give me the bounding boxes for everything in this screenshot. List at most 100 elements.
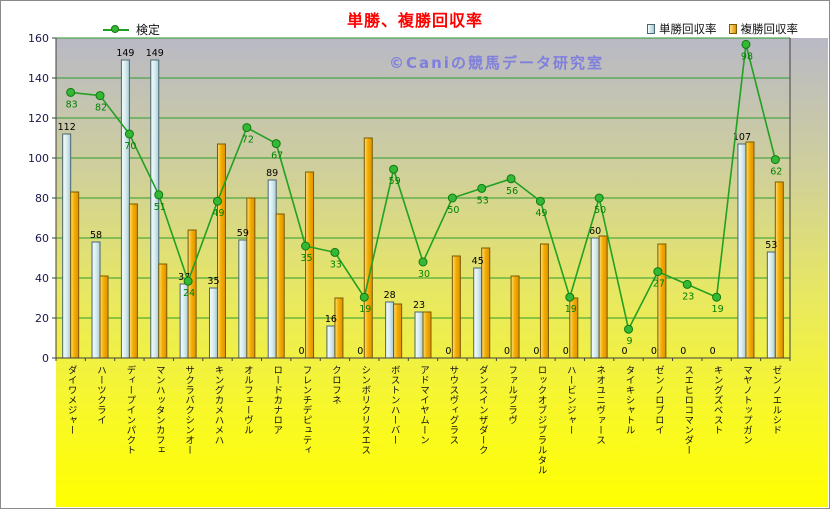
y-axis-tick-label: 0 <box>42 352 49 365</box>
kentei-marker <box>506 174 516 184</box>
y-axis-tick-label: 100 <box>28 152 49 165</box>
kentei-marker <box>124 129 134 139</box>
fukusho-bar <box>657 243 667 359</box>
kentei-marker <box>389 164 399 174</box>
kentei-marker <box>154 190 164 200</box>
y-axis-tick-label: 60 <box>35 232 49 245</box>
tansho-bar <box>473 267 483 359</box>
tansho-value-label: 53 <box>765 240 777 251</box>
kentei-marker <box>359 292 369 302</box>
kentei-value-label: 83 <box>66 99 78 110</box>
tansho-value-label: 37 <box>178 272 190 283</box>
kentei-value-label: 59 <box>389 176 401 187</box>
kentei-value-label: 19 <box>359 304 371 315</box>
kentei-marker <box>712 292 722 302</box>
chart-title: 単勝、複勝回収率 <box>346 11 483 30</box>
fukusho-bar <box>216 143 226 359</box>
legend-tansho: 単勝回収率 <box>647 21 717 37</box>
kentei-marker <box>330 247 340 257</box>
kentei-marker <box>271 139 281 149</box>
kentei-value-label: 72 <box>242 135 254 146</box>
kentei-value-label: 23 <box>682 291 694 302</box>
kentei-marker <box>477 183 487 193</box>
tansho-bar <box>267 179 277 359</box>
tansho-value-label: 0 <box>357 346 363 357</box>
kentei-marker <box>242 123 252 133</box>
tansho-value-label: 45 <box>472 256 484 267</box>
kentei-marker <box>594 193 604 203</box>
kentei-value-label: 27 <box>653 279 665 290</box>
kentei-marker <box>447 193 457 203</box>
y-axis-tick-label: 140 <box>28 72 49 85</box>
tansho-bar <box>766 251 776 359</box>
fukusho-bar <box>598 235 608 359</box>
y-axis-tick-label: 120 <box>28 112 49 125</box>
tansho-value-label: 89 <box>266 168 278 179</box>
kentei-value-label: 19 <box>712 304 724 315</box>
y-axis-tick-label: 160 <box>28 32 49 45</box>
fukusho-bar <box>334 297 344 359</box>
kentei-value-label: 30 <box>418 269 430 280</box>
kentei-value-label: 49 <box>212 208 224 219</box>
legend-kentei: 検定 <box>103 21 160 38</box>
tansho-bar <box>238 239 248 359</box>
fukusho-bar <box>422 311 432 359</box>
tansho-value-label: 60 <box>589 226 601 237</box>
fukusho-bar <box>774 181 784 359</box>
fukusho-bar <box>275 213 285 359</box>
y-axis-tick-label: 40 <box>35 272 49 285</box>
fukusho-swatch-icon <box>728 24 737 34</box>
kentei-marker <box>624 324 634 334</box>
kentei-value-label: 56 <box>506 186 518 197</box>
kentei-marker <box>212 196 222 206</box>
tansho-value-label: 16 <box>325 314 337 325</box>
kentei-value-label: 50 <box>594 205 606 216</box>
kentei-value-label: 98 <box>741 51 753 62</box>
tansho-value-label: 0 <box>710 346 716 357</box>
kentei-marker <box>66 87 76 97</box>
tansho-bar <box>326 325 336 359</box>
kentei-value-label: 24 <box>183 288 195 299</box>
kentei-marker <box>741 39 751 49</box>
tansho-value-label: 107 <box>733 132 751 143</box>
kentei-value-label: 51 <box>154 202 166 213</box>
kentei-value-label: 62 <box>770 167 782 178</box>
fukusho-bar <box>70 191 80 359</box>
kentei-value-label: 53 <box>477 195 489 206</box>
fukusho-bar <box>305 171 315 359</box>
tansho-bar <box>385 301 395 359</box>
kentei-value-label: 35 <box>301 253 313 264</box>
tansho-value-label: 0 <box>680 346 686 357</box>
kentei-marker <box>418 257 428 267</box>
tansho-swatch-icon <box>647 24 655 34</box>
tansho-bar <box>62 133 72 359</box>
fukusho-bar <box>539 243 549 359</box>
legend-fukusho: 複勝回収率 <box>728 21 799 37</box>
kentei-value-label: 19 <box>565 304 577 315</box>
tansho-bar <box>208 287 218 359</box>
kentei-marker <box>565 292 575 302</box>
fukusho-bar <box>510 275 520 359</box>
y-axis-tick-label: 80 <box>35 192 49 205</box>
tansho-value-label: 0 <box>504 346 510 357</box>
tansho-value-label: 149 <box>116 48 134 59</box>
tansho-value-label: 0 <box>563 346 569 357</box>
kentei-value-label: 49 <box>535 208 547 219</box>
kentei-marker <box>95 91 105 101</box>
kentei-value-label: 82 <box>95 103 107 114</box>
tansho-value-label: 0 <box>299 346 305 357</box>
legend-kentei-label: 検定 <box>136 23 161 37</box>
tansho-value-label: 112 <box>58 122 76 133</box>
tansho-value-label: 28 <box>384 290 396 301</box>
legend-dot-icon <box>111 24 119 33</box>
y-axis-tick-label: 20 <box>35 312 49 325</box>
kentei-marker <box>653 267 663 277</box>
kentei-value-label: 9 <box>626 336 632 347</box>
legend-fukusho-label: 複勝回収率 <box>740 22 799 36</box>
fukusho-bar <box>451 255 461 359</box>
kentei-value-label: 67 <box>271 151 283 162</box>
fukusho-bar <box>99 275 109 359</box>
fukusho-bar <box>246 197 256 359</box>
